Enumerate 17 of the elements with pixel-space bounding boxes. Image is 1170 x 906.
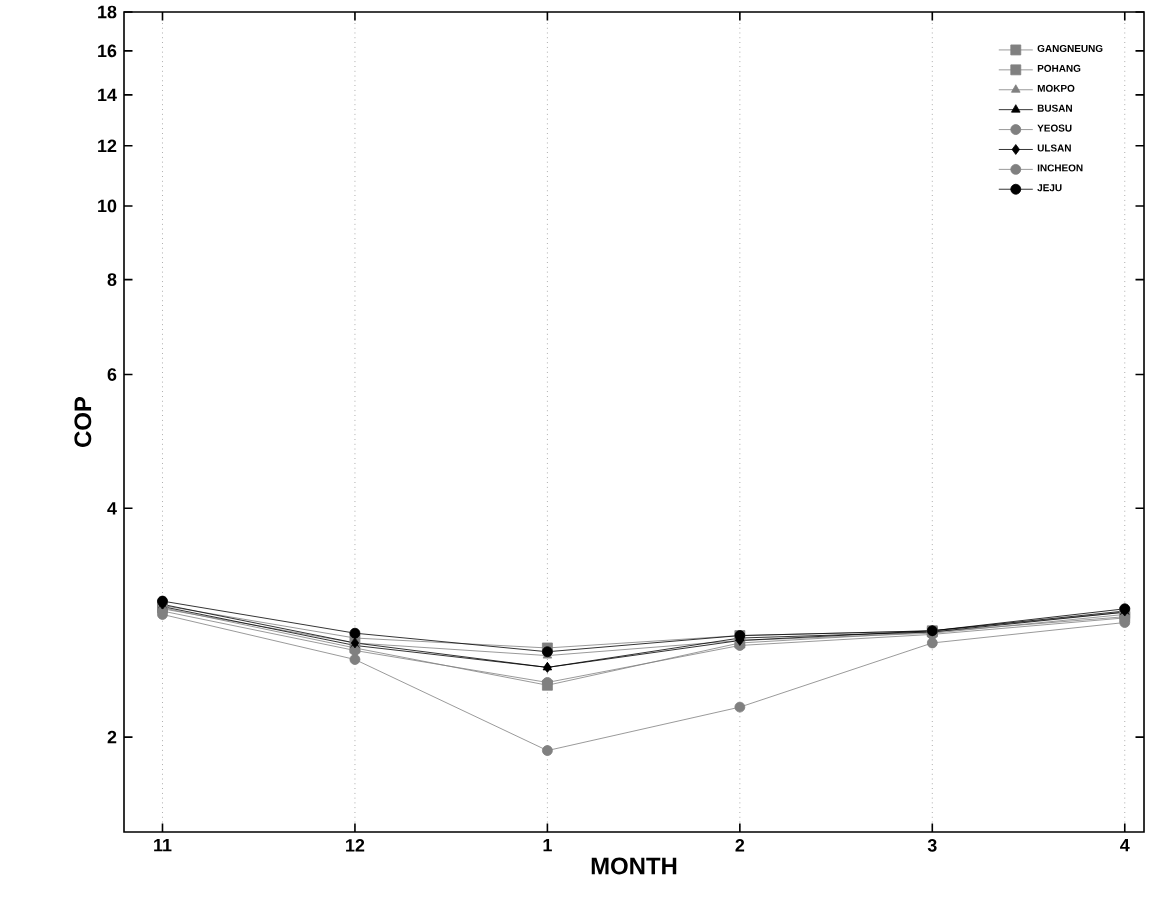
- y-tick-label: 16: [98, 44, 117, 58]
- x-tick-label: 1: [543, 839, 552, 852]
- y-tick-label: 14: [98, 88, 117, 102]
- y-axis-title: COP: [74, 396, 92, 447]
- y-tick-label: 8: [107, 273, 117, 286]
- y-tick-label: 6: [107, 368, 117, 381]
- y-tick-label: 18: [98, 5, 117, 19]
- x-tick-label: 2: [735, 839, 745, 852]
- x-tick-label: 3: [927, 839, 937, 852]
- x-axis-title: MONTH: [591, 857, 677, 875]
- x-tick-label: 12: [346, 839, 365, 852]
- y-tick-label: 12: [98, 139, 117, 153]
- x-tick-label: 11: [154, 839, 172, 852]
- y-tick-label: 2: [107, 730, 117, 744]
- y-tick-label: 10: [98, 199, 117, 213]
- y-tick-label: 4: [107, 502, 117, 515]
- x-tick-label: 4: [1120, 839, 1130, 852]
